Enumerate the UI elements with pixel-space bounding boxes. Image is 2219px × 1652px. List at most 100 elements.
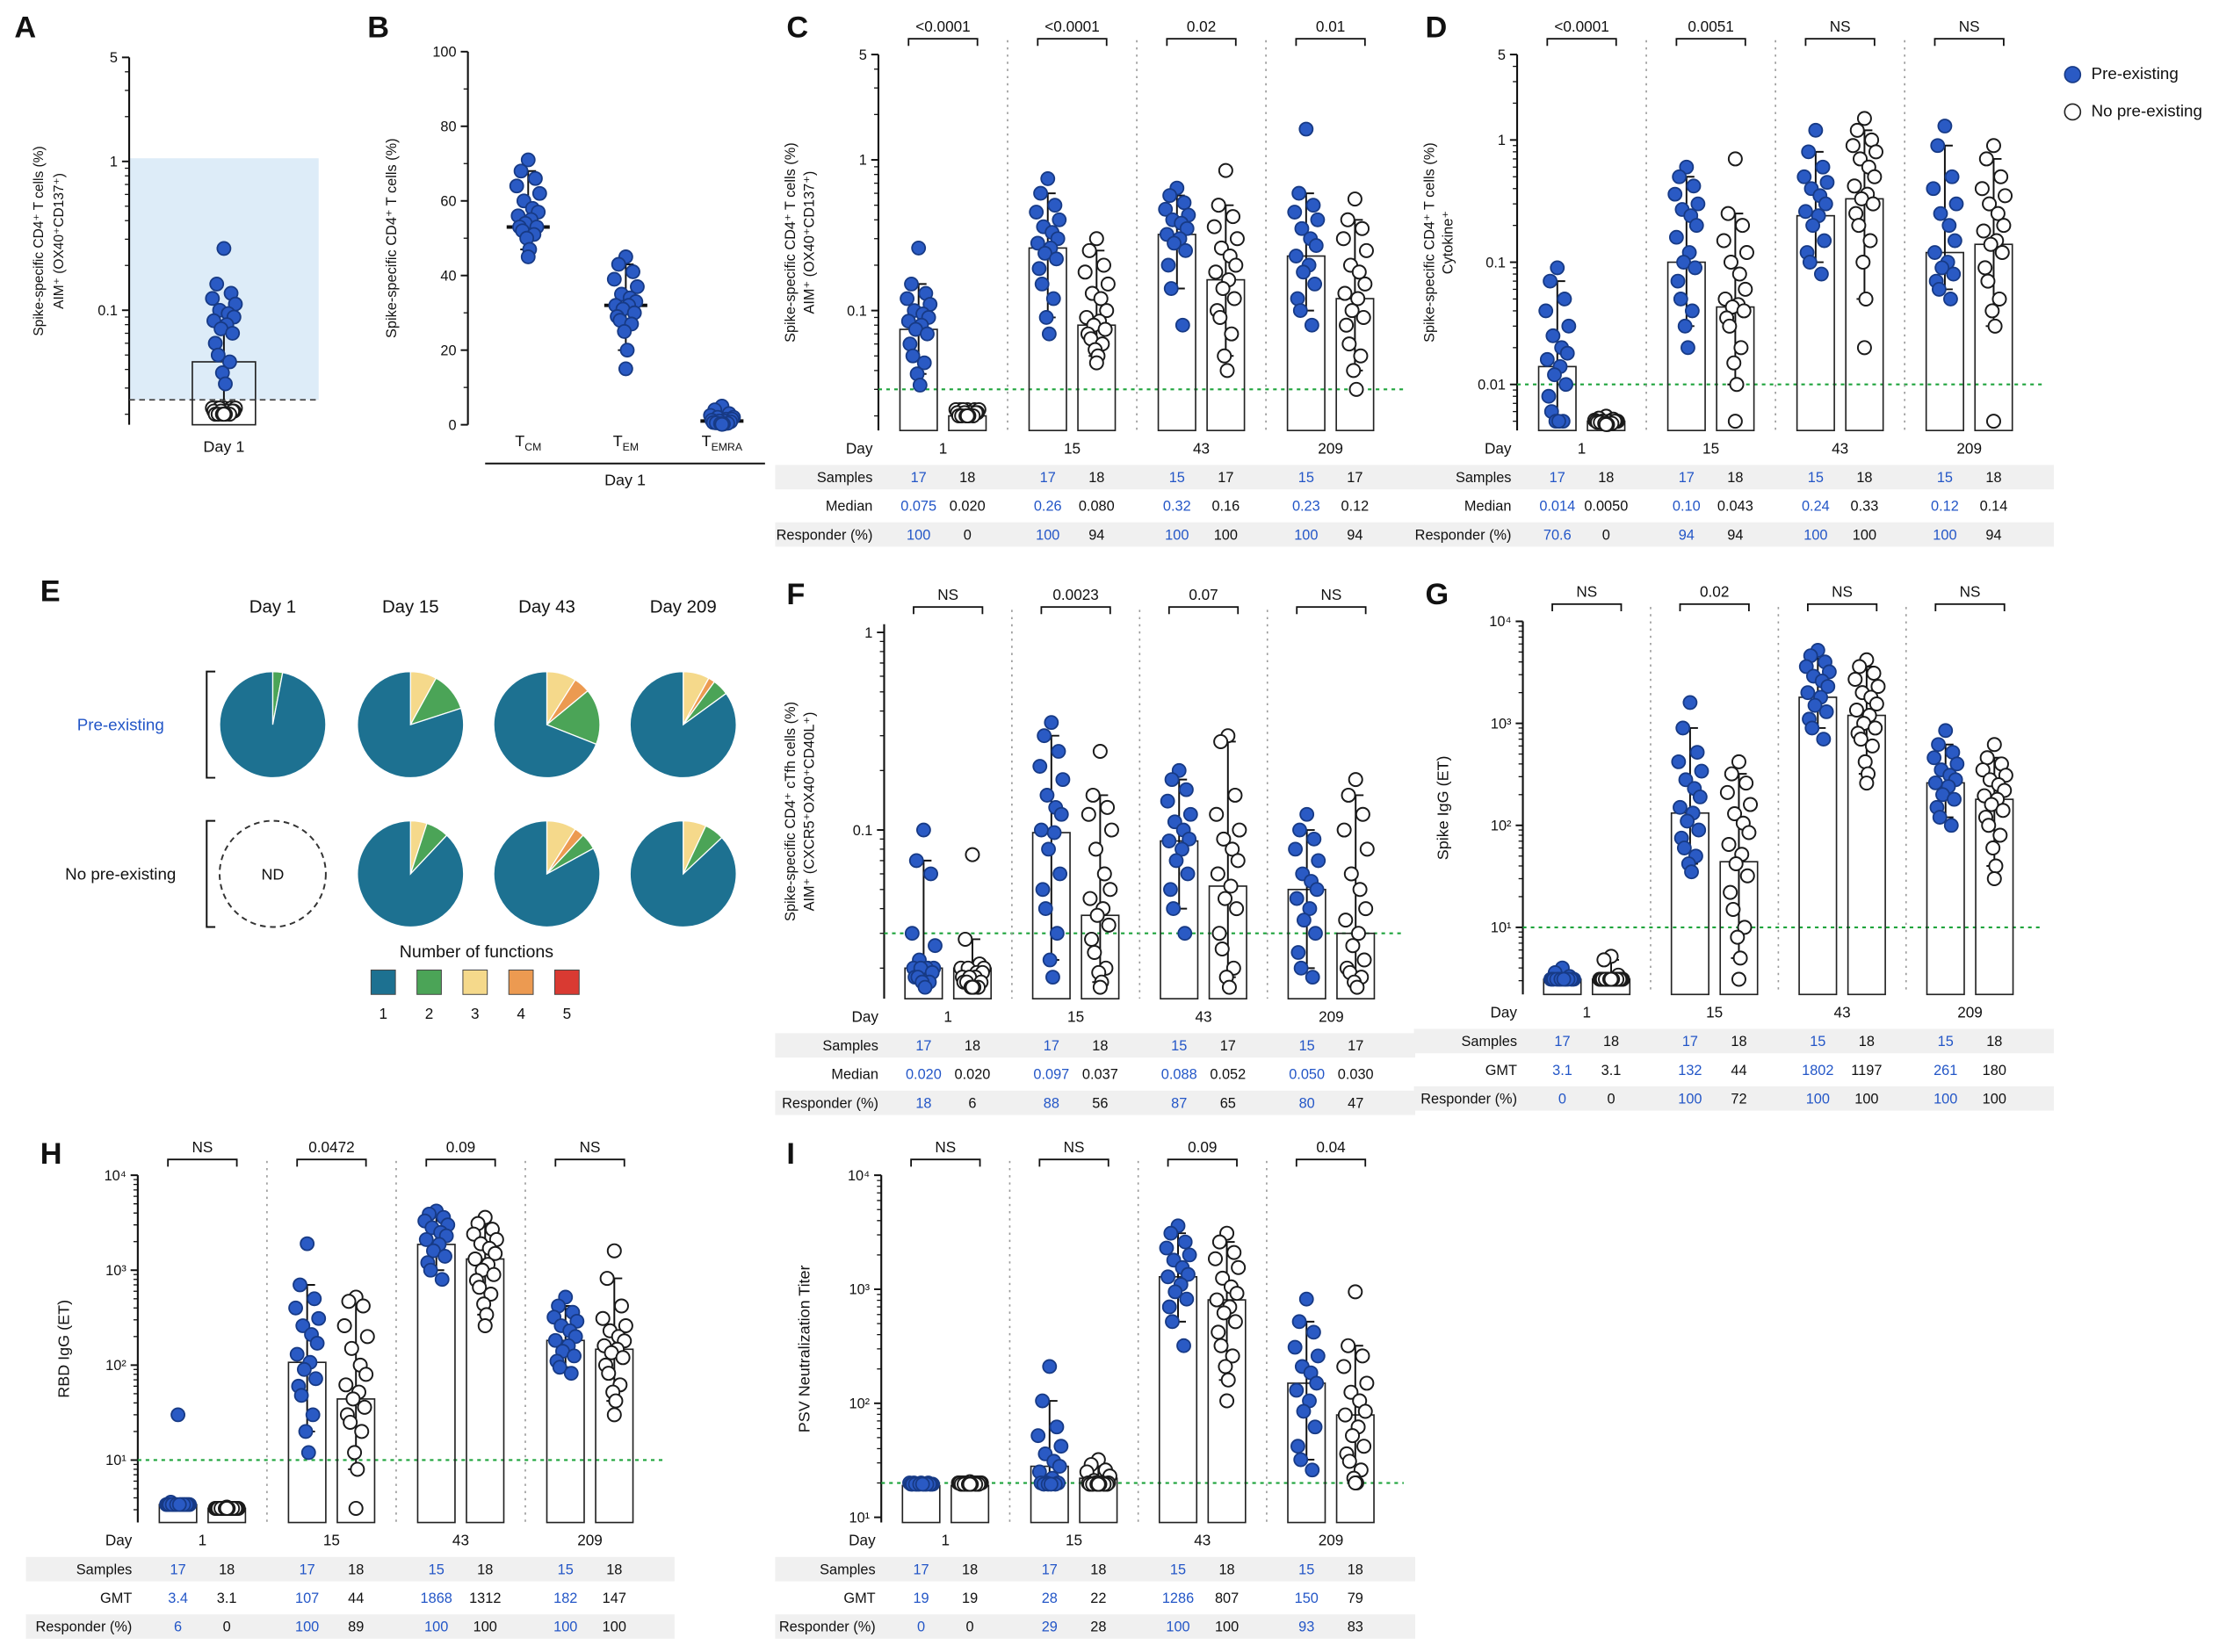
pvalue-bracket xyxy=(1296,606,1367,615)
table-value-pre: 100 xyxy=(1933,1091,1957,1107)
data-point-no-pre-existing xyxy=(1231,1259,1247,1275)
data-point-no-pre-existing xyxy=(1985,138,2001,154)
data-point-no-pre-existing xyxy=(1341,787,1356,803)
y-tick-label: 0.1 xyxy=(847,303,867,319)
data-point-pre-existing xyxy=(1306,1324,1321,1340)
data-point-no-pre-existing xyxy=(1731,971,1746,987)
data-point-pre-existing xyxy=(1045,970,1060,985)
table-value-pre: 15 xyxy=(1298,1562,1314,1577)
data-point-no-pre-existing xyxy=(1345,938,1361,954)
table-value-pre: 0.075 xyxy=(900,499,936,515)
table-value-pre: 93 xyxy=(1298,1620,1314,1635)
data-point-pre-existing xyxy=(563,1366,579,1381)
data-point-pre-existing xyxy=(1818,196,1833,212)
row-bracket xyxy=(206,819,216,928)
table-value-nopre: 18 xyxy=(1985,470,2001,486)
pvalue-label: 0.04 xyxy=(1316,1138,1346,1156)
data-point-pre-existing xyxy=(567,1348,582,1364)
data-point-no-pre-existing xyxy=(354,1424,370,1439)
table-value-pre: 3.1 xyxy=(1552,1063,1572,1078)
data-point-pre-existing xyxy=(1044,1476,1059,1492)
pvalue-label: NS xyxy=(1576,583,1597,601)
data-point-no-pre-existing xyxy=(1227,787,1243,803)
nd-label: ND xyxy=(261,866,284,884)
data-point-pre-existing xyxy=(293,1388,309,1403)
data-point-no-pre-existing xyxy=(472,1280,488,1295)
data-point-no-pre-existing xyxy=(1982,196,1998,212)
table-value-nopre: 0 xyxy=(964,527,972,543)
table-value-nopre: 18 xyxy=(959,470,975,486)
table-row-shade xyxy=(1413,1028,2055,1054)
table-value-pre: 107 xyxy=(295,1591,319,1606)
table-value-nopre: 100 xyxy=(1215,1620,1239,1635)
y-axis-label: AIM⁺ (OX40⁺CD137⁺) xyxy=(801,171,817,314)
data-point-no-pre-existing xyxy=(1979,750,1995,766)
table-value-nopre: 0 xyxy=(1602,527,1610,543)
pvalue-bracket xyxy=(1934,602,2006,612)
table-row-label: Responder (%) xyxy=(782,1095,878,1111)
data-point-no-pre-existing xyxy=(488,1245,503,1261)
data-point-no-pre-existing xyxy=(1732,950,1748,966)
data-point-pre-existing xyxy=(1039,788,1055,803)
table-day-value: 209 xyxy=(1957,1003,1983,1021)
data-point-no-pre-existing xyxy=(1716,233,1731,249)
data-point-pre-existing xyxy=(1041,841,1056,857)
data-point-no-pre-existing xyxy=(1229,901,1245,917)
data-point-pre-existing xyxy=(920,326,935,342)
data-point-pre-existing xyxy=(1684,303,1700,319)
data-point-no-pre-existing xyxy=(1859,776,1875,791)
data-point-no-pre-existing xyxy=(1743,797,1759,812)
table-value-pre: 15 xyxy=(1810,1034,1825,1050)
table-row-label: Median xyxy=(1464,499,1512,515)
data-point-pre-existing xyxy=(911,240,927,256)
table-value-nopre: 0.16 xyxy=(1211,499,1240,515)
data-point-no-pre-existing xyxy=(1347,191,1362,207)
data-point-no-pre-existing xyxy=(1101,917,1117,933)
y-axis-label: Cytokine⁺ xyxy=(1440,211,1456,274)
data-point-pre-existing xyxy=(1308,238,1324,254)
data-point-pre-existing xyxy=(714,416,730,432)
data-point-pre-existing xyxy=(1042,1359,1058,1374)
data-point-no-pre-existing xyxy=(1217,348,1232,364)
data-point-pre-existing xyxy=(1160,793,1175,809)
table-value-nopre: 100 xyxy=(1214,527,1238,543)
data-point-no-pre-existing xyxy=(1225,1348,1240,1364)
data-point-pre-existing xyxy=(1689,745,1705,761)
pie-day-header: Day 43 xyxy=(518,598,575,617)
y-axis-label: Spike IgG (ET) xyxy=(1435,755,1452,860)
data-point-no-pre-existing xyxy=(1864,738,1880,754)
table-value-nopre: 18 xyxy=(348,1562,364,1577)
panel-letter: F xyxy=(786,578,805,611)
table-value-nopre: 180 xyxy=(1983,1063,2006,1078)
pvalue-bracket xyxy=(1167,606,1240,615)
table-row-shade xyxy=(775,1614,1416,1639)
data-point-no-pre-existing xyxy=(1225,209,1241,225)
data-point-no-pre-existing xyxy=(1723,884,1738,900)
table-value-pre: 1802 xyxy=(1802,1063,1833,1078)
data-point-pre-existing xyxy=(1047,198,1063,213)
data-point-no-pre-existing xyxy=(467,1252,483,1267)
data-point-pre-existing xyxy=(1556,971,1572,987)
data-point-pre-existing xyxy=(305,1407,321,1423)
data-point-pre-existing xyxy=(1166,901,1182,917)
table-value-pre: 100 xyxy=(1678,1091,1702,1107)
functions-legend-title: Number of functions xyxy=(400,942,554,962)
table-row-label: GMT xyxy=(1485,1063,1517,1078)
data-point-pre-existing xyxy=(1948,196,1964,212)
data-point-pre-existing xyxy=(1818,703,1834,719)
data-point-pre-existing xyxy=(1049,1419,1065,1435)
data-point-no-pre-existing xyxy=(601,1366,617,1381)
table-value-pre: 15 xyxy=(1808,470,1824,486)
data-point-pre-existing xyxy=(1289,891,1305,906)
data-point-no-pre-existing xyxy=(1974,181,1990,197)
y-axis-label: Spike-specific CD4⁺ cTfh cells (%) xyxy=(783,702,799,921)
data-point-no-pre-existing xyxy=(1087,945,1102,961)
pie-day-header: Day 15 xyxy=(382,598,439,617)
table-day-value: 1 xyxy=(199,1532,207,1549)
y-axis-label: Spike-specific CD4⁺ T cells (%) xyxy=(783,142,799,343)
table-row-shade xyxy=(1413,465,2055,490)
y-tick-label: 10³ xyxy=(1491,716,1512,732)
table-value-nopre: 0.030 xyxy=(1338,1067,1374,1083)
y-tick-label: 10¹ xyxy=(1491,920,1512,936)
data-point-no-pre-existing xyxy=(1211,198,1226,213)
